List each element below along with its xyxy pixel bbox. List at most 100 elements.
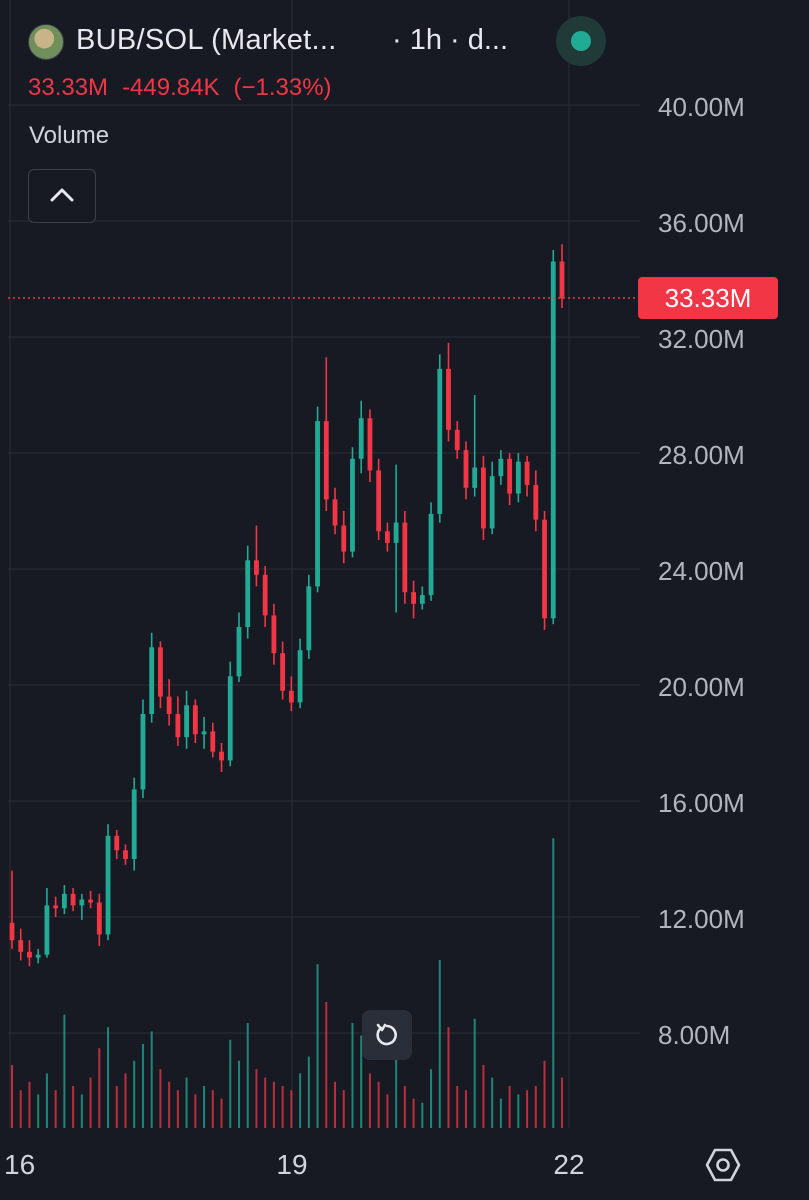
candle-body bbox=[79, 899, 85, 906]
market-status-button[interactable] bbox=[556, 16, 606, 66]
chart-settings-button[interactable] bbox=[704, 1146, 742, 1184]
candle-body bbox=[280, 653, 286, 691]
candle-body bbox=[9, 922, 15, 941]
candle-body bbox=[201, 731, 207, 735]
collapse-indicators-button[interactable] bbox=[28, 169, 96, 223]
candle-body bbox=[96, 902, 102, 935]
candle-body bbox=[35, 954, 41, 958]
volume-bars bbox=[11, 838, 563, 1128]
volume-bar bbox=[220, 1098, 223, 1128]
volume-bar bbox=[438, 960, 441, 1128]
volume-bar bbox=[185, 1077, 188, 1128]
time-tick-label: 16 bbox=[4, 1149, 35, 1180]
candle-body bbox=[332, 499, 338, 526]
volume-bar bbox=[11, 1065, 13, 1128]
volume-bar bbox=[194, 1094, 197, 1128]
volume-bar bbox=[325, 1002, 328, 1128]
volume-bar bbox=[264, 1077, 267, 1128]
token-avatar bbox=[28, 24, 64, 60]
volume-indicator-label[interactable]: Volume bbox=[29, 122, 110, 149]
volume-bar bbox=[368, 1073, 371, 1128]
candle-body bbox=[18, 940, 24, 952]
volume-bar bbox=[133, 1060, 136, 1128]
candle-body bbox=[105, 835, 111, 935]
reset-chart-button[interactable] bbox=[362, 1010, 412, 1060]
volume-bar bbox=[19, 1090, 22, 1128]
volume-bar bbox=[203, 1086, 206, 1128]
volume-bar bbox=[386, 1094, 389, 1128]
volume-bar bbox=[447, 1027, 450, 1128]
candle-body bbox=[175, 714, 181, 738]
candlestick-series bbox=[9, 244, 565, 967]
volume-bar bbox=[412, 1098, 415, 1128]
time-tick-label: 19 bbox=[276, 1149, 307, 1180]
price-tick-label: 8.00M bbox=[658, 1020, 730, 1050]
volume-bar bbox=[430, 1069, 433, 1128]
candle-body bbox=[262, 574, 268, 616]
candle-body bbox=[419, 595, 425, 604]
volume-bar bbox=[552, 838, 555, 1128]
price-tick-label: 40.00M bbox=[658, 92, 745, 122]
price-tick-label: 12.00M bbox=[658, 904, 745, 934]
candle-body bbox=[472, 467, 478, 488]
candle-body bbox=[411, 592, 416, 604]
volume-bar bbox=[421, 1102, 424, 1128]
volume-bar bbox=[377, 1081, 380, 1128]
candle-body bbox=[524, 461, 530, 485]
volume-bar bbox=[124, 1073, 127, 1128]
candle-body bbox=[70, 893, 76, 906]
price-axis[interactable]: 40.00M 36.00M 32.00M 28.00M 24.00M 20.00… bbox=[658, 92, 745, 1050]
candle-body bbox=[271, 615, 277, 654]
candle-body bbox=[158, 647, 163, 697]
price-tick-label: 16.00M bbox=[658, 788, 745, 818]
candle-body bbox=[245, 560, 251, 627]
volume-bar bbox=[334, 1081, 337, 1128]
candle-body bbox=[498, 458, 504, 477]
volume-bar bbox=[98, 1048, 101, 1128]
candle-body bbox=[123, 850, 128, 859]
volume-bar bbox=[89, 1077, 92, 1128]
candle-body bbox=[393, 522, 399, 543]
volume-bar bbox=[107, 1027, 110, 1128]
candle-body bbox=[236, 627, 242, 677]
price-tick-label: 24.00M bbox=[658, 556, 745, 586]
time-axis[interactable]: 16 19 22 bbox=[4, 1149, 585, 1180]
volume-bar bbox=[464, 1090, 467, 1128]
candle-body bbox=[402, 522, 408, 593]
volume-bar bbox=[534, 1086, 537, 1128]
volume-bar bbox=[176, 1090, 179, 1128]
volume-bar bbox=[237, 1060, 240, 1128]
candle-body bbox=[27, 951, 32, 958]
volume-bar bbox=[342, 1090, 345, 1128]
candle-body bbox=[376, 470, 382, 532]
volume-bar bbox=[80, 1094, 83, 1128]
volume-bar bbox=[255, 1069, 258, 1128]
volume-bar bbox=[351, 1023, 354, 1128]
candle-body bbox=[166, 696, 172, 714]
candle-body bbox=[559, 261, 565, 299]
volume-bar bbox=[159, 1069, 162, 1128]
price-tick-label: 36.00M bbox=[658, 208, 745, 238]
candle-body bbox=[515, 461, 521, 494]
volume-bar bbox=[526, 1090, 529, 1128]
symbol-title[interactable]: BUB/SOL (Market... bbox=[76, 24, 337, 56]
volume-bar bbox=[543, 1060, 546, 1128]
candle-body bbox=[323, 421, 329, 500]
current-price-text: 33.33M bbox=[665, 283, 752, 313]
volume-bar bbox=[168, 1081, 171, 1128]
candle-body bbox=[44, 905, 50, 955]
candle-body bbox=[114, 835, 120, 851]
candle-body bbox=[219, 751, 224, 761]
candle-body bbox=[140, 714, 146, 790]
volume-bar bbox=[517, 1094, 520, 1128]
volume-bar bbox=[37, 1094, 40, 1128]
candle-body bbox=[481, 467, 486, 529]
candle-body bbox=[350, 458, 355, 552]
candle-body bbox=[61, 893, 67, 909]
time-tick-label: 22 bbox=[553, 1149, 584, 1180]
interval-label[interactable]: · 1h · d... bbox=[392, 24, 509, 56]
candle-body bbox=[131, 789, 137, 859]
candle-body bbox=[53, 905, 59, 909]
volume-bar bbox=[499, 1098, 502, 1128]
